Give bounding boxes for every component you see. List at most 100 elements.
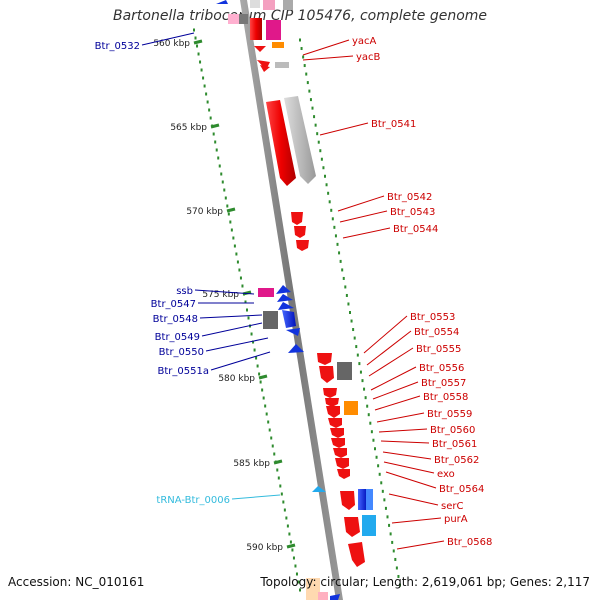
- ruler-dot: [288, 532, 291, 536]
- track-dot: [356, 353, 359, 357]
- ruler-dot: [282, 500, 285, 504]
- gene-features: [216, 0, 376, 600]
- ruler-dot: [205, 92, 208, 96]
- gene-feature-pseudo: [284, 96, 316, 184]
- ruler-dot: [238, 268, 241, 272]
- gene-label: Btr_0542: [387, 192, 432, 203]
- track-dot: [324, 174, 326, 178]
- track-dot: [381, 489, 384, 493]
- gene-feature-grey: [283, 0, 293, 10]
- gene-feature-cyan: [366, 489, 373, 510]
- ruler-dot: [268, 428, 271, 432]
- gene-feature-red: [328, 418, 342, 428]
- track-dot: [383, 498, 386, 502]
- ruler-dot: [230, 228, 233, 232]
- track-dot: [317, 140, 320, 144]
- label-leader: [368, 347, 414, 377]
- track-dot: [300, 47, 303, 51]
- ruler-dot: [194, 36, 197, 40]
- ruler-dot: [246, 308, 248, 312]
- gene-feature-magenta: [258, 288, 274, 297]
- label-leader: [383, 461, 435, 474]
- ruler-dot: [196, 44, 199, 48]
- gene-feature-blue: [288, 344, 304, 353]
- feature-track-dots: [299, 38, 401, 587]
- track-dot: [397, 574, 400, 578]
- track-dot: [380, 481, 383, 485]
- ruler-dot: [253, 348, 256, 352]
- label-leader: [376, 412, 425, 423]
- ruler-tick: [258, 374, 268, 380]
- track-dot: [353, 336, 356, 340]
- track-dot: [358, 362, 361, 366]
- ruler-dot: [259, 380, 262, 384]
- track-dot: [336, 242, 339, 246]
- ruler-dot: [273, 452, 276, 456]
- track-dot: [374, 447, 376, 451]
- gene-feature-orange: [272, 42, 284, 48]
- ruler-dot: [209, 116, 212, 120]
- track-dot: [372, 438, 375, 442]
- ruler-dot: [197, 52, 200, 56]
- ruler-dot: [267, 420, 270, 424]
- ruler-dot: [241, 284, 244, 288]
- ruler-dot: [283, 508, 286, 512]
- gene-label: Btr_0561: [432, 439, 477, 450]
- track-dot: [395, 566, 398, 570]
- track-dot: [311, 106, 314, 110]
- track-dot: [313, 115, 316, 119]
- ruler-tick: [226, 207, 236, 213]
- ruler-tick: [273, 459, 283, 465]
- gene-feature-red: [317, 353, 332, 365]
- track-dot: [349, 311, 351, 314]
- track-dot: [330, 208, 333, 212]
- track-dot: [316, 132, 319, 136]
- track-dot: [320, 157, 323, 161]
- label-leader: [388, 493, 439, 506]
- label-leader: [370, 366, 417, 391]
- gene-feature-red: [323, 388, 337, 398]
- track-dot: [328, 200, 331, 204]
- track-dot: [327, 191, 330, 195]
- gene-feature-red: [344, 517, 360, 537]
- ruler-dot: [244, 300, 247, 304]
- track-dot: [302, 55, 305, 59]
- ruler-dot: [232, 236, 235, 240]
- label-leader: [391, 517, 442, 524]
- label-leader: [382, 451, 432, 460]
- label-leader: [396, 540, 445, 550]
- ruler-dot: [193, 28, 195, 32]
- ruler-dot: [226, 204, 229, 208]
- gene-feature-dark: [239, 14, 248, 24]
- ruler-dot: [285, 516, 288, 520]
- track-dot: [361, 379, 364, 383]
- gene-label: Btr_0541: [371, 119, 416, 130]
- gene-feature-red: [294, 226, 306, 238]
- ruler-dot: [229, 220, 232, 224]
- ruler-dot: [292, 556, 295, 560]
- ruler-dot: [295, 572, 298, 576]
- gene-feature-red: [335, 458, 349, 469]
- track-dot: [359, 370, 362, 374]
- gene-label: Btr_0532: [95, 41, 140, 52]
- ruler-dot: [255, 356, 258, 360]
- gene-feature-red: [296, 240, 309, 251]
- ruler-dot: [256, 364, 259, 368]
- track-dot: [391, 540, 394, 544]
- track-dot: [345, 293, 348, 297]
- ruler-dot: [280, 492, 283, 496]
- label-leaders: [141, 32, 445, 550]
- gene-label: purA: [444, 514, 468, 525]
- ruler-tick-label: 565 kbp: [170, 123, 207, 133]
- track-dot: [364, 396, 367, 400]
- label-leader: [199, 314, 263, 319]
- track-dot: [331, 217, 334, 221]
- gene-feature-blue: [358, 489, 367, 510]
- gene-feature-blue: [282, 310, 296, 328]
- ruler-dot: [227, 212, 230, 216]
- gene-label: Btr_0562: [434, 455, 479, 466]
- gene-label: Btr_0557: [421, 378, 466, 389]
- track-dot: [377, 464, 380, 468]
- gene-feature-magenta: [266, 20, 281, 40]
- track-dot: [366, 404, 369, 408]
